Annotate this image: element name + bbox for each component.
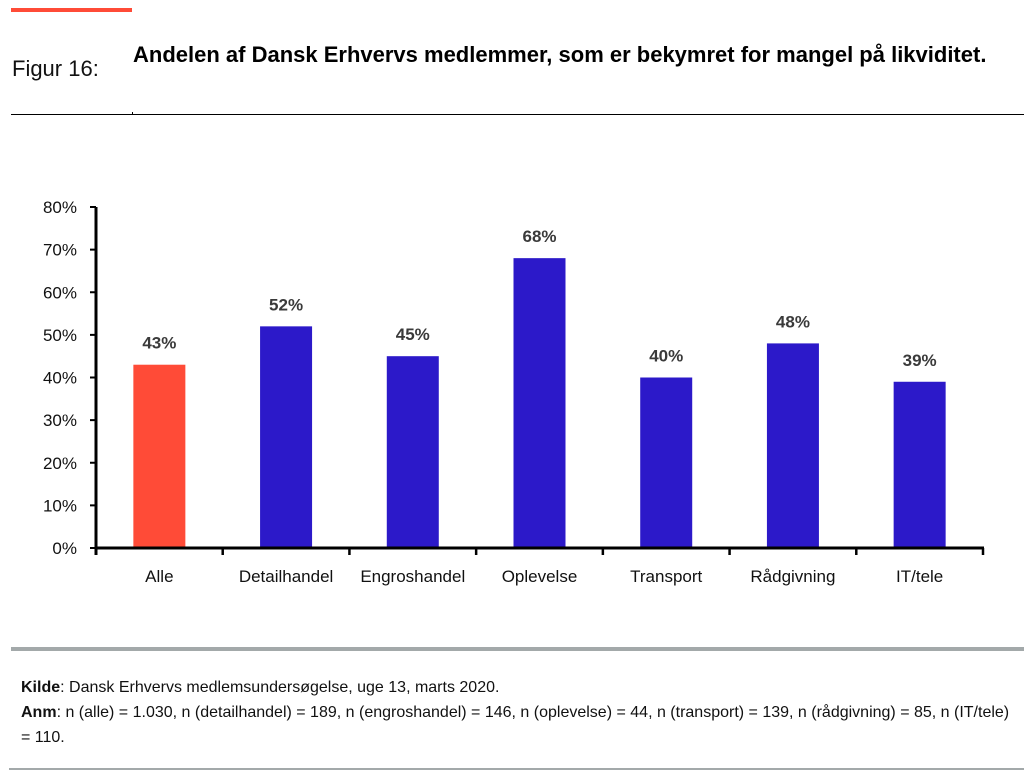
y-tick-label: 10%: [43, 496, 77, 515]
x-axis-labels: Alle Detailhandel Engroshandel Oplevelse Tra…: [145, 567, 943, 586]
bar-data-label: 40%: [649, 347, 683, 366]
source-line: Kilde: Dansk Erhvervs medlemsundersøgels…: [21, 675, 1011, 700]
bar-chart: 0%10%20%30%40%50%60%70%80% 43%52%45%68%4…: [43, 198, 985, 586]
note-text: : n (alle) = 1.030, n (detailhandel) = 1…: [21, 704, 1010, 746]
y-tick-label: 70%: [43, 241, 77, 260]
y-tick-label: 80%: [43, 198, 77, 217]
y-tick-label: 30%: [43, 411, 77, 430]
title-divider-tick: [132, 112, 133, 115]
bar-rådgivning: [766, 343, 819, 548]
y-tick-label: 60%: [43, 283, 77, 302]
bar-data-label: 48%: [776, 312, 810, 331]
bar-data-label: 45%: [396, 325, 430, 344]
figure-title: Andelen af Dansk Erhvervs medlemmer, som…: [133, 42, 987, 67]
x-tick-label: Rådgivning: [750, 567, 835, 586]
bar-transport: [640, 377, 693, 548]
x-tick-label: IT/tele: [896, 567, 943, 586]
x-tick-label: Oplevelse: [502, 567, 578, 586]
y-tick-label: 50%: [43, 326, 77, 345]
footer-divider-bottom: [9, 768, 1024, 770]
bar-data-label: 39%: [903, 351, 937, 370]
x-tick-label: Alle: [145, 567, 173, 586]
bar-oplevelse: [513, 258, 566, 548]
footer-divider-top: [11, 647, 1024, 651]
bar-alle: [133, 364, 186, 548]
bar-it-tele: [893, 381, 946, 548]
bar-data-label: 43%: [142, 334, 176, 353]
figure-label: Figur 16:: [12, 56, 99, 81]
note-label: Anm: [21, 704, 57, 721]
footer-notes: Kilde: Dansk Erhvervs medlemsundersøgels…: [21, 675, 1011, 750]
bar-data-label: 68%: [522, 227, 556, 246]
source-label: Kilde: [21, 679, 61, 696]
x-tick-label: Transport: [630, 567, 702, 586]
title-divider: [11, 114, 1024, 115]
accent-bar: [11, 8, 132, 12]
axes: [94, 207, 985, 555]
bar-data-labels: 43% 52% 45% 68% 40% 48% 39%: [142, 227, 936, 370]
note-line: Anm: n (alle) = 1.030, n (detailhandel) …: [21, 700, 1011, 750]
bar-engroshandel: [386, 356, 439, 548]
bars: [133, 258, 946, 548]
y-tick-label: 20%: [43, 454, 77, 473]
y-tick-label: 0%: [52, 539, 77, 558]
x-tick-label: Engroshandel: [360, 567, 465, 586]
source-text: : Dansk Erhvervs medlemsundersøgelse, ug…: [60, 679, 500, 696]
y-tick-label: 40%: [43, 369, 77, 388]
x-tick-label: Detailhandel: [239, 567, 334, 586]
bar-data-label: 52%: [269, 295, 303, 314]
bar-detailhandel: [260, 326, 313, 548]
y-axis-ticks: 0% 10% 20% 30% 40% 50% 60% 70% 80%: [43, 198, 96, 558]
